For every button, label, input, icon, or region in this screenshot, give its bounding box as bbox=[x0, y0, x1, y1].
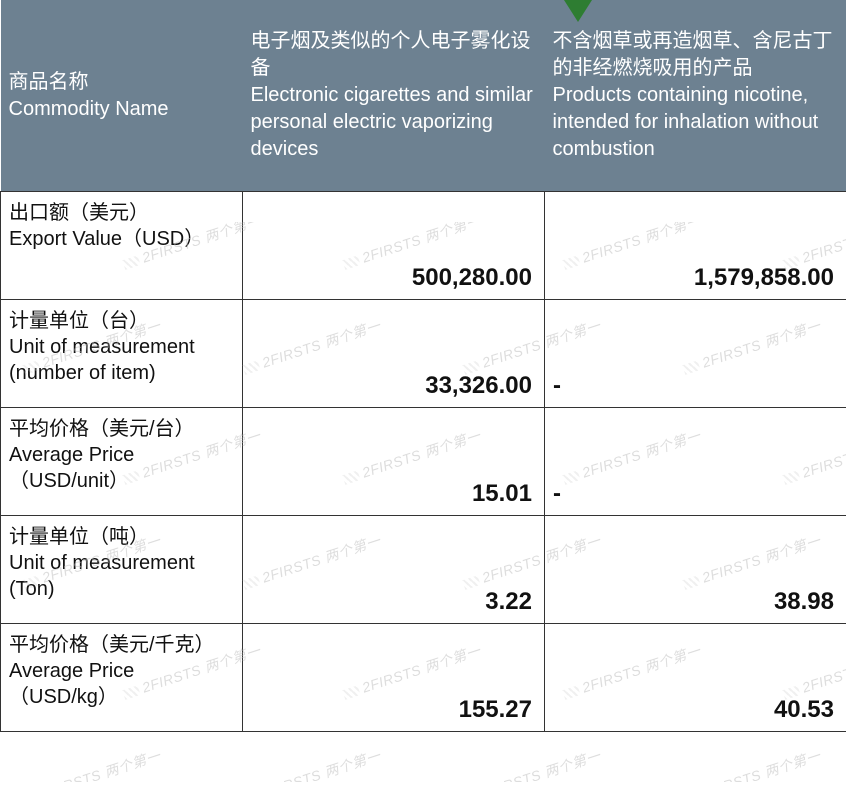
table-body: 出口额（美元） Export Value（USD） 500,280.00 1,5… bbox=[1, 192, 846, 732]
cell-value: 1,579,858.00 bbox=[545, 192, 846, 300]
cell-value: 155.27 bbox=[243, 624, 545, 732]
row-label-cn: 计量单位（台） bbox=[9, 310, 149, 332]
row-label: 平均价格（美元/千克） Average Price （USD/kg） bbox=[1, 624, 243, 732]
cell-value: 3.22 bbox=[243, 516, 545, 624]
row-label-cn: 计量单位（吨） bbox=[9, 526, 149, 548]
row-label-cn: 平均价格（美元/千克） bbox=[9, 634, 215, 656]
row-label: 出口额（美元） Export Value（USD） bbox=[1, 192, 243, 300]
row-label-en: Unit of measurement (Ton) bbox=[9, 552, 195, 600]
commodity-table: 商品名称 Commodity Name 电子烟及类似的个人电子雾化设备 Elec… bbox=[0, 0, 846, 732]
cell-value: - bbox=[545, 300, 846, 408]
header-col1-cn: 商品名称 bbox=[9, 71, 89, 93]
header-col2-cn: 电子烟及类似的个人电子雾化设备 bbox=[251, 30, 531, 79]
header-col2-en: Electronic cigarettes and similar person… bbox=[251, 84, 533, 160]
header-col3-cn: 不含烟草或再造烟草、含尼古丁的非经燃烧吸用的产品 bbox=[553, 30, 833, 79]
table-row: 平均价格（美元/千克） Average Price （USD/kg） 155.2… bbox=[1, 624, 846, 732]
highlight-arrow-icon bbox=[564, 0, 592, 22]
table-row: 计量单位（台） Unit of measurement (number of i… bbox=[1, 300, 846, 408]
table-row: 平均价格（美元/台） Average Price （USD/unit） 15.0… bbox=[1, 408, 846, 516]
header-commodity-name: 商品名称 Commodity Name bbox=[1, 0, 243, 192]
row-label: 平均价格（美元/台） Average Price （USD/unit） bbox=[1, 408, 243, 516]
table-header-row: 商品名称 Commodity Name 电子烟及类似的个人电子雾化设备 Elec… bbox=[1, 0, 846, 192]
header-col3-en: Products containing nicotine, intended f… bbox=[553, 84, 819, 160]
watermark-text: 2FIRSTS 两个第一 bbox=[240, 745, 383, 782]
row-label-cn: 出口额（美元） bbox=[9, 202, 149, 224]
header-col1-en: Commodity Name bbox=[9, 98, 169, 120]
cell-value: 500,280.00 bbox=[243, 192, 545, 300]
row-label-en: Unit of measurement (number of item) bbox=[9, 336, 195, 384]
table-row: 计量单位（吨） Unit of measurement (Ton) 3.22 3… bbox=[1, 516, 846, 624]
row-label-en: Average Price （USD/unit） bbox=[9, 444, 134, 492]
row-label: 计量单位（台） Unit of measurement (number of i… bbox=[1, 300, 243, 408]
header-ecig: 电子烟及类似的个人电子雾化设备 Electronic cigarettes an… bbox=[243, 0, 545, 192]
watermark-text: 2FIRSTS 两个第一 bbox=[460, 745, 603, 782]
row-label: 计量单位（吨） Unit of measurement (Ton) bbox=[1, 516, 243, 624]
cell-value: 38.98 bbox=[545, 516, 846, 624]
table-row: 出口额（美元） Export Value（USD） 500,280.00 1,5… bbox=[1, 192, 846, 300]
row-label-en: Export Value（USD） bbox=[9, 228, 204, 250]
watermark-text: 2FIRSTS 两个第一 bbox=[20, 745, 163, 782]
watermark-text: 2FIRSTS 两个第一 bbox=[680, 745, 823, 782]
cell-value: - bbox=[545, 408, 846, 516]
cell-value: 40.53 bbox=[545, 624, 846, 732]
header-nicotine-products: 不含烟草或再造烟草、含尼古丁的非经燃烧吸用的产品 Products contai… bbox=[545, 0, 846, 192]
cell-value: 15.01 bbox=[243, 408, 545, 516]
cell-value: 33,326.00 bbox=[243, 300, 545, 408]
row-label-cn: 平均价格（美元/台） bbox=[9, 418, 195, 440]
row-label-en: Average Price （USD/kg） bbox=[9, 660, 134, 708]
